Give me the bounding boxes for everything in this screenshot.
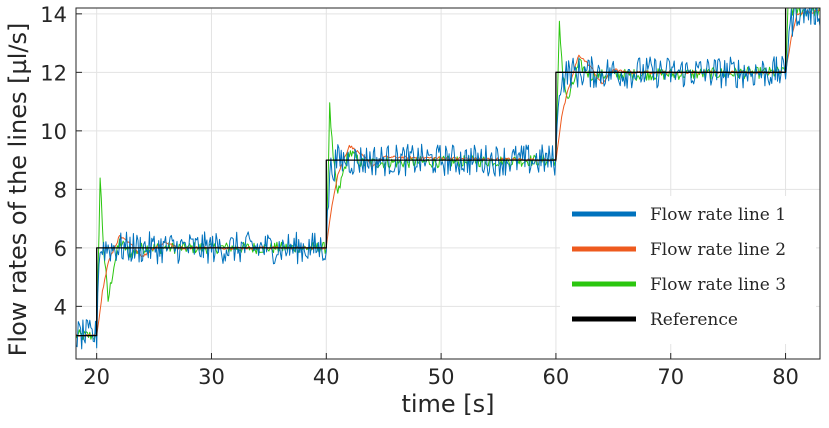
legend-label-4: Reference [650, 310, 738, 330]
ticks: 20 30 40 50 60 70 80 4 6 8 10 12 14 [40, 3, 799, 389]
series-line-flow-rate-line-3 [76, 8, 820, 340]
x-tick-label-40: 40 [313, 365, 340, 389]
series-line-flow-rate-line-1 [76, 8, 820, 350]
legend-label-1: Flow rate line 1 [650, 205, 786, 225]
grid [76, 8, 820, 359]
x-tick-label-20: 20 [83, 365, 110, 389]
y-tick-label-8: 8 [54, 178, 67, 202]
legend-label-3: Flow rate line 3 [650, 275, 786, 295]
legend: Flow rate line 1 Flow rate line 2 Flow rat… [560, 196, 816, 344]
y-tick-label-6: 6 [54, 237, 67, 261]
y-tick-label-4: 4 [54, 295, 67, 319]
x-tick-label-70: 70 [657, 365, 684, 389]
x-tick-label-50: 50 [428, 365, 455, 389]
y-tick-label-14: 14 [40, 3, 67, 27]
y-tick-label-10: 10 [40, 120, 67, 144]
y-tick-label-12: 12 [40, 61, 67, 85]
y-axis-label: Flow rates of the lines [µl/s] [4, 23, 32, 357]
series-line-reference [76, 8, 787, 337]
legend-label-2: Flow rate line 2 [650, 240, 786, 260]
x-axis-label: time [s] [401, 390, 494, 418]
x-tick-label-30: 30 [198, 365, 225, 389]
series-lines [76, 8, 820, 350]
x-tick-label-80: 80 [772, 365, 799, 389]
plot-frame [75, 7, 821, 360]
x-tick-label-60: 60 [543, 365, 570, 389]
